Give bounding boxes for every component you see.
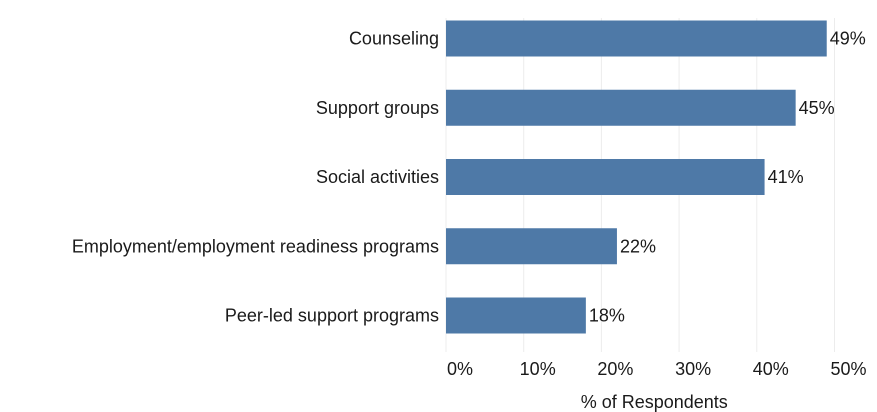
value-label: 41% — [768, 167, 804, 187]
bar — [446, 20, 827, 57]
value-label: 22% — [620, 236, 656, 256]
x-axis-ticks: 0% 10% 20% 30% 40% 50% — [447, 359, 867, 379]
x-tick-label: 50% — [830, 359, 866, 379]
category-label: Support groups — [316, 98, 439, 118]
x-axis-title: % of Respondents — [581, 392, 728, 412]
category-labels: Counseling Support groups Social activitie… — [72, 29, 439, 326]
category-label: Peer-led support programs — [225, 306, 439, 326]
x-tick-label: 20% — [597, 359, 633, 379]
bar — [446, 228, 617, 265]
x-tick-label: 40% — [753, 359, 789, 379]
value-labels: 49% 45% 41% 22% 18% — [589, 29, 866, 326]
value-label: 49% — [830, 29, 866, 49]
value-label: 45% — [799, 98, 835, 118]
bar — [446, 297, 586, 334]
category-label: Employment/employment readiness programs — [72, 236, 439, 256]
x-tick-label: 0% — [447, 359, 473, 379]
value-label: 18% — [589, 306, 625, 326]
bar — [446, 89, 796, 126]
x-tick-label: 10% — [520, 359, 556, 379]
bar — [446, 159, 765, 195]
category-label: Social activities — [316, 167, 439, 187]
x-tick-label: 30% — [675, 359, 711, 379]
bars — [446, 20, 827, 334]
category-label: Counseling — [349, 29, 439, 49]
